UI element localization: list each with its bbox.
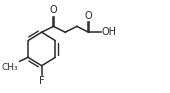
Text: F: F xyxy=(39,76,45,86)
Text: O: O xyxy=(85,11,92,21)
Text: OH: OH xyxy=(101,27,117,37)
Text: CH₃: CH₃ xyxy=(2,63,18,72)
Text: O: O xyxy=(50,5,57,15)
